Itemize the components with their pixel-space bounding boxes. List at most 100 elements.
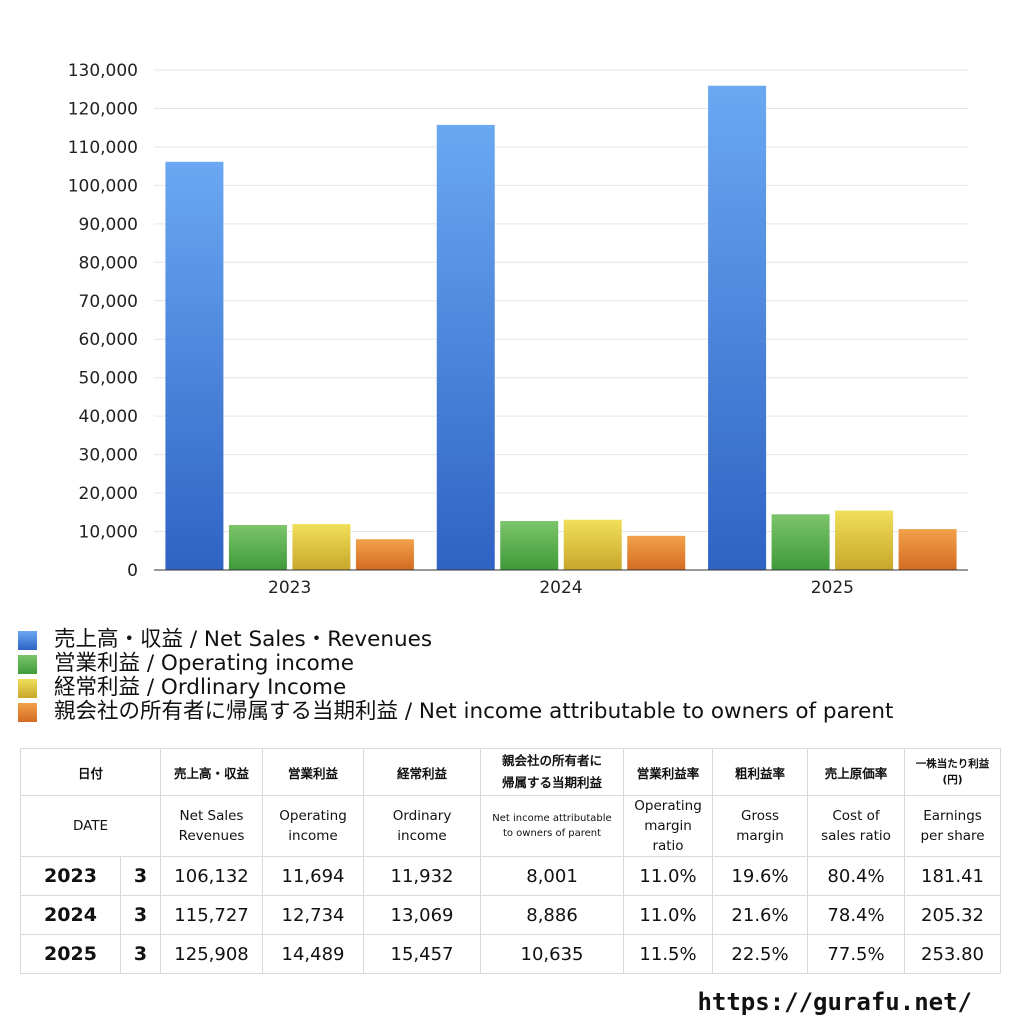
header-op-en-line1: Operating [279, 808, 347, 824]
cell-net: 8,886 [480, 895, 625, 935]
cell-eps: 253.80 [904, 934, 1002, 974]
header-date-en: DATE [19, 795, 162, 857]
bar-series-0-2023 [165, 161, 224, 571]
header-sales-en-line2: Revenues [178, 828, 245, 844]
cell-year: 2025 [20, 934, 121, 974]
cell-gm: 21.6% [712, 895, 809, 935]
y-tick-label: 70,000 [79, 292, 138, 312]
cell-op: 11,694 [262, 856, 365, 896]
y-tick-label: 60,000 [79, 330, 138, 350]
y-tick-label: 80,000 [79, 253, 138, 273]
header-gm-en-line2: margin [736, 828, 784, 844]
y-tick-label: 40,000 [79, 407, 138, 427]
cell-cos: 80.4% [807, 856, 906, 896]
header-net-jp-line1: 親会社の所有者に [502, 753, 603, 768]
cell-gm: 19.6% [712, 856, 809, 896]
header-net-en-line1: Net income attributable [492, 813, 612, 824]
legend-label-operating: 営業利益 / Operating income [54, 651, 354, 676]
header-eps-jp-line1: 一株当たり利益 [915, 758, 990, 770]
header-opm-en-line3: ratio [652, 838, 684, 854]
bar-chart: 0 10,000 20,000 30,000 40,000 50,000 60,000 70,… [68, 61, 968, 598]
legend-swatch-sales [18, 630, 37, 650]
bars [165, 85, 957, 571]
bar-series-2-2023 [292, 524, 351, 570]
legend-label-sales: 売上高・収益 / Net Sales・Revenues [54, 627, 433, 652]
header-net-en: Net income attributable to owners of par… [480, 795, 625, 857]
cell-op: 14,489 [262, 934, 365, 974]
cell-opm: 11.0% [623, 856, 714, 896]
cell-sales: 106,132 [160, 856, 264, 896]
table-header-en: DATE Net Sales Revenues Operating income… [19, 795, 1002, 857]
legend-label-ordinary: 経常利益 / Ordlinary Income [54, 675, 347, 700]
header-cos-jp: 売上原価率 [807, 748, 906, 796]
header-opm-jp: 営業利益率 [623, 748, 714, 796]
table-row: 2025 3 125,908 14,489 15,457 10,635 11.5… [20, 934, 1002, 974]
header-net-jp-line2: 帰属する当期利益 [502, 775, 603, 790]
header-ord-en: Ordinary income [363, 795, 482, 857]
y-tick-label: 90,000 [79, 215, 138, 235]
bar-series-0-2024 [436, 124, 495, 571]
cell-month: 3 [119, 934, 162, 974]
y-tick-label: 10,000 [79, 523, 138, 543]
legend-swatch-net [18, 702, 37, 722]
cell-cos: 77.5% [807, 934, 906, 974]
header-eps-en-line1: Earnings [923, 808, 982, 824]
cell-month: 3 [119, 856, 162, 896]
header-cos-en-line1: Cost of [832, 808, 880, 824]
cell-sales: 115,727 [160, 895, 264, 935]
legend-item-sales: 売上高・収益 / Net Sales・Revenues [18, 628, 1018, 652]
y-tick-label: 110,000 [68, 138, 138, 158]
y-tick-label: 0 [127, 561, 138, 581]
x-tick-label: 2024 [539, 578, 582, 598]
cell-sales: 125,908 [160, 934, 264, 974]
bar-series-1-2024 [500, 521, 559, 570]
cell-opm: 11.5% [623, 934, 714, 974]
cell-ord: 13,069 [363, 895, 482, 935]
cell-op: 12,734 [262, 895, 365, 935]
header-eps-jp-line2: (円) [942, 774, 963, 786]
cell-eps: 181.41 [904, 856, 1002, 896]
cell-year: 2023 [20, 856, 121, 896]
legend-item-operating: 営業利益 / Operating income [18, 652, 1018, 676]
header-ord-en-line2: income [397, 828, 447, 844]
legend-item-ordinary: 経常利益 / Ordlinary Income [18, 676, 1018, 700]
header-ord-en-line1: Ordinary [392, 808, 452, 824]
legend-item-net: 親会社の所有者に帰属する当期利益 / Net income attributab… [18, 700, 1018, 724]
site-url[interactable]: https://gurafu.net/ [697, 988, 972, 1016]
table-header-jp: 日付 売上高・収益 営業利益 経常利益 親会社の所有者に 帰属する当期利益 営業… [19, 748, 1002, 796]
y-tick-label: 120,000 [68, 99, 138, 119]
x-tick-label: 2025 [811, 578, 854, 598]
header-op-jp: 営業利益 [262, 748, 365, 796]
header-eps-en: Earnings per share [904, 795, 1002, 857]
header-net-en-line2: to owners of parent [502, 828, 602, 839]
y-tick-label: 130,000 [68, 61, 138, 81]
y-tick-label: 100,000 [68, 176, 138, 196]
bar-series-3-2023 [355, 539, 414, 570]
header-ord-jp: 経常利益 [363, 748, 482, 796]
bar-series-1-2023 [228, 525, 287, 570]
bar-series-0-2025 [708, 85, 767, 570]
cell-eps: 205.32 [904, 895, 1002, 935]
header-net-jp: 親会社の所有者に 帰属する当期利益 [480, 748, 625, 796]
header-opm-en-line1: Operating [634, 798, 702, 814]
y-tick-label: 30,000 [79, 446, 138, 466]
header-opm-en: Operating margin ratio [623, 795, 714, 857]
legend-swatch-operating [18, 654, 37, 674]
header-sales-jp: 売上高・収益 [160, 748, 264, 796]
cell-cos: 78.4% [807, 895, 906, 935]
header-sales-en: Net Sales Revenues [160, 795, 264, 857]
legend-swatch-ordinary [18, 678, 37, 698]
header-gm-jp: 粗利益率 [712, 748, 809, 796]
bar-series-2-2024 [563, 519, 622, 570]
x-axis-tick-labels: 2023 2024 2025 [268, 578, 854, 598]
cell-gm: 22.5% [712, 934, 809, 974]
bar-series-3-2024 [627, 535, 686, 570]
cell-net: 8,001 [480, 856, 625, 896]
cell-year: 2024 [20, 895, 121, 935]
header-sales-en-line1: Net Sales [179, 808, 244, 824]
x-tick-label: 2023 [268, 578, 311, 598]
cell-month: 3 [119, 895, 162, 935]
y-tick-label: 50,000 [79, 369, 138, 389]
header-date-jp: 日付 [19, 748, 162, 796]
header-gm-en-line1: Gross [740, 808, 780, 824]
